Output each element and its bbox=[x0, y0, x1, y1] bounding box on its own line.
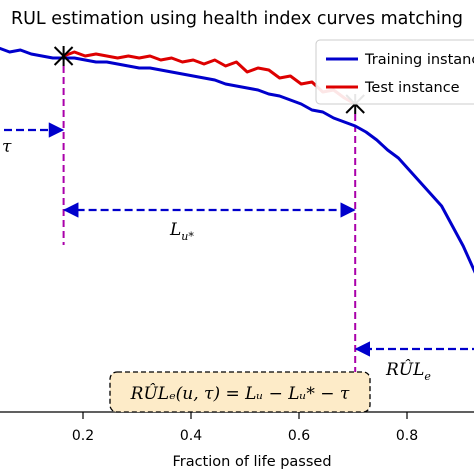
series-line-test bbox=[63, 50, 356, 106]
chart-title: RUL estimation using health index curves… bbox=[11, 9, 463, 29]
legend-label-training: Training instance bbox=[364, 52, 474, 68]
formula-box: RÛLₑ(u, τ) = Lᵤ − Lᵤ* − τ bbox=[109, 371, 371, 413]
x-tick-label: 0.6 bbox=[288, 428, 310, 444]
x-tick-label: 0.2 bbox=[72, 428, 94, 444]
lu-star-subscript: u* bbox=[181, 230, 194, 243]
lu-star-label: Lu* bbox=[169, 220, 194, 243]
formula-text: RÛLₑ(u, τ) = Lᵤ − Lᵤ* − τ bbox=[130, 383, 350, 404]
tau-label: τ bbox=[2, 137, 12, 157]
plot-area bbox=[0, 46, 474, 372]
x-tick-label: 0.4 bbox=[180, 428, 202, 444]
rul-label: RÛLe bbox=[385, 359, 431, 383]
series-layer bbox=[0, 46, 474, 274]
rul-subscript: e bbox=[424, 370, 431, 383]
legend: Training instance Test instance bbox=[315, 39, 474, 105]
range-arrows bbox=[0, 122, 474, 357]
series-line-training bbox=[0, 46, 474, 274]
guide-lines bbox=[62, 66, 357, 372]
x-ticks: 0.2 0.4 0.6 0.8 bbox=[72, 412, 418, 444]
formula-box-frame bbox=[109, 371, 371, 413]
x-tick-label: 0.8 bbox=[396, 428, 418, 444]
x-axis-label: Fraction of life passed bbox=[172, 454, 331, 470]
match-marker-1 bbox=[53, 46, 74, 66]
legend-label-test: Test instance bbox=[364, 80, 460, 96]
